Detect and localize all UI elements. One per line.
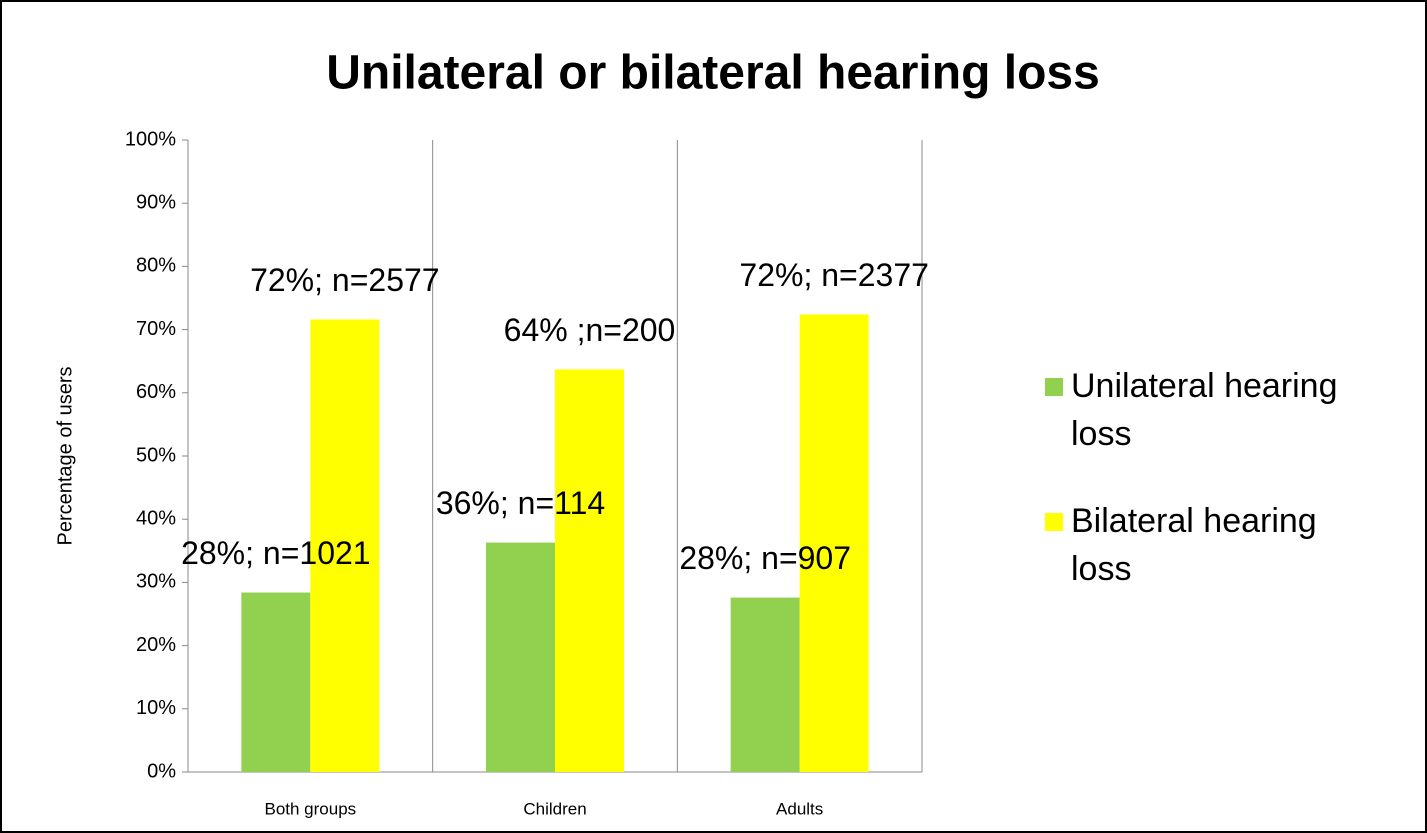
bar	[241, 592, 311, 772]
y-tick-label: 10%	[136, 697, 176, 719]
y-tick-label: 40%	[136, 507, 176, 529]
data-label: 36%; n=114	[436, 485, 605, 521]
y-tick-label: 0%	[147, 760, 176, 782]
data-label: 28%; n=907	[679, 540, 851, 576]
y-axis-label: Percentage of users	[54, 367, 76, 546]
legend-item: Bilateral hearing loss	[1045, 497, 1375, 593]
legend-swatch	[1045, 378, 1063, 396]
y-tick-label: 80%	[136, 255, 176, 277]
x-tick-label: Children	[523, 799, 586, 818]
bar	[799, 314, 869, 772]
x-tick-label: Adults	[776, 799, 823, 818]
data-label: 72%; n=2577	[250, 262, 440, 298]
bar	[555, 369, 624, 772]
bar	[730, 597, 800, 772]
y-tick-label: 70%	[136, 318, 176, 340]
legend-label: Bilateral hearing loss	[1071, 502, 1317, 588]
data-label: 28%; n=1021	[181, 535, 371, 571]
y-tick-label: 30%	[136, 571, 176, 593]
chart-title: Unilateral or bilateral hearing loss	[326, 47, 1100, 100]
data-label: 64% ;n=200	[504, 312, 676, 348]
legend-label: Unilateral hearing loss	[1071, 367, 1338, 453]
y-tick-label: 50%	[136, 444, 176, 466]
legend-swatch	[1045, 513, 1063, 531]
bar	[486, 542, 555, 772]
bar	[310, 319, 380, 772]
y-tick-label: 90%	[136, 191, 176, 213]
x-tick-label: Both groups	[264, 799, 356, 818]
y-tick-label: 60%	[136, 381, 176, 403]
legend-item: Unilateral hearing loss	[1045, 362, 1375, 458]
y-tick-label: 100%	[125, 128, 176, 150]
y-tick-label: 20%	[136, 634, 176, 656]
data-label: 72%; n=2377	[739, 257, 929, 293]
